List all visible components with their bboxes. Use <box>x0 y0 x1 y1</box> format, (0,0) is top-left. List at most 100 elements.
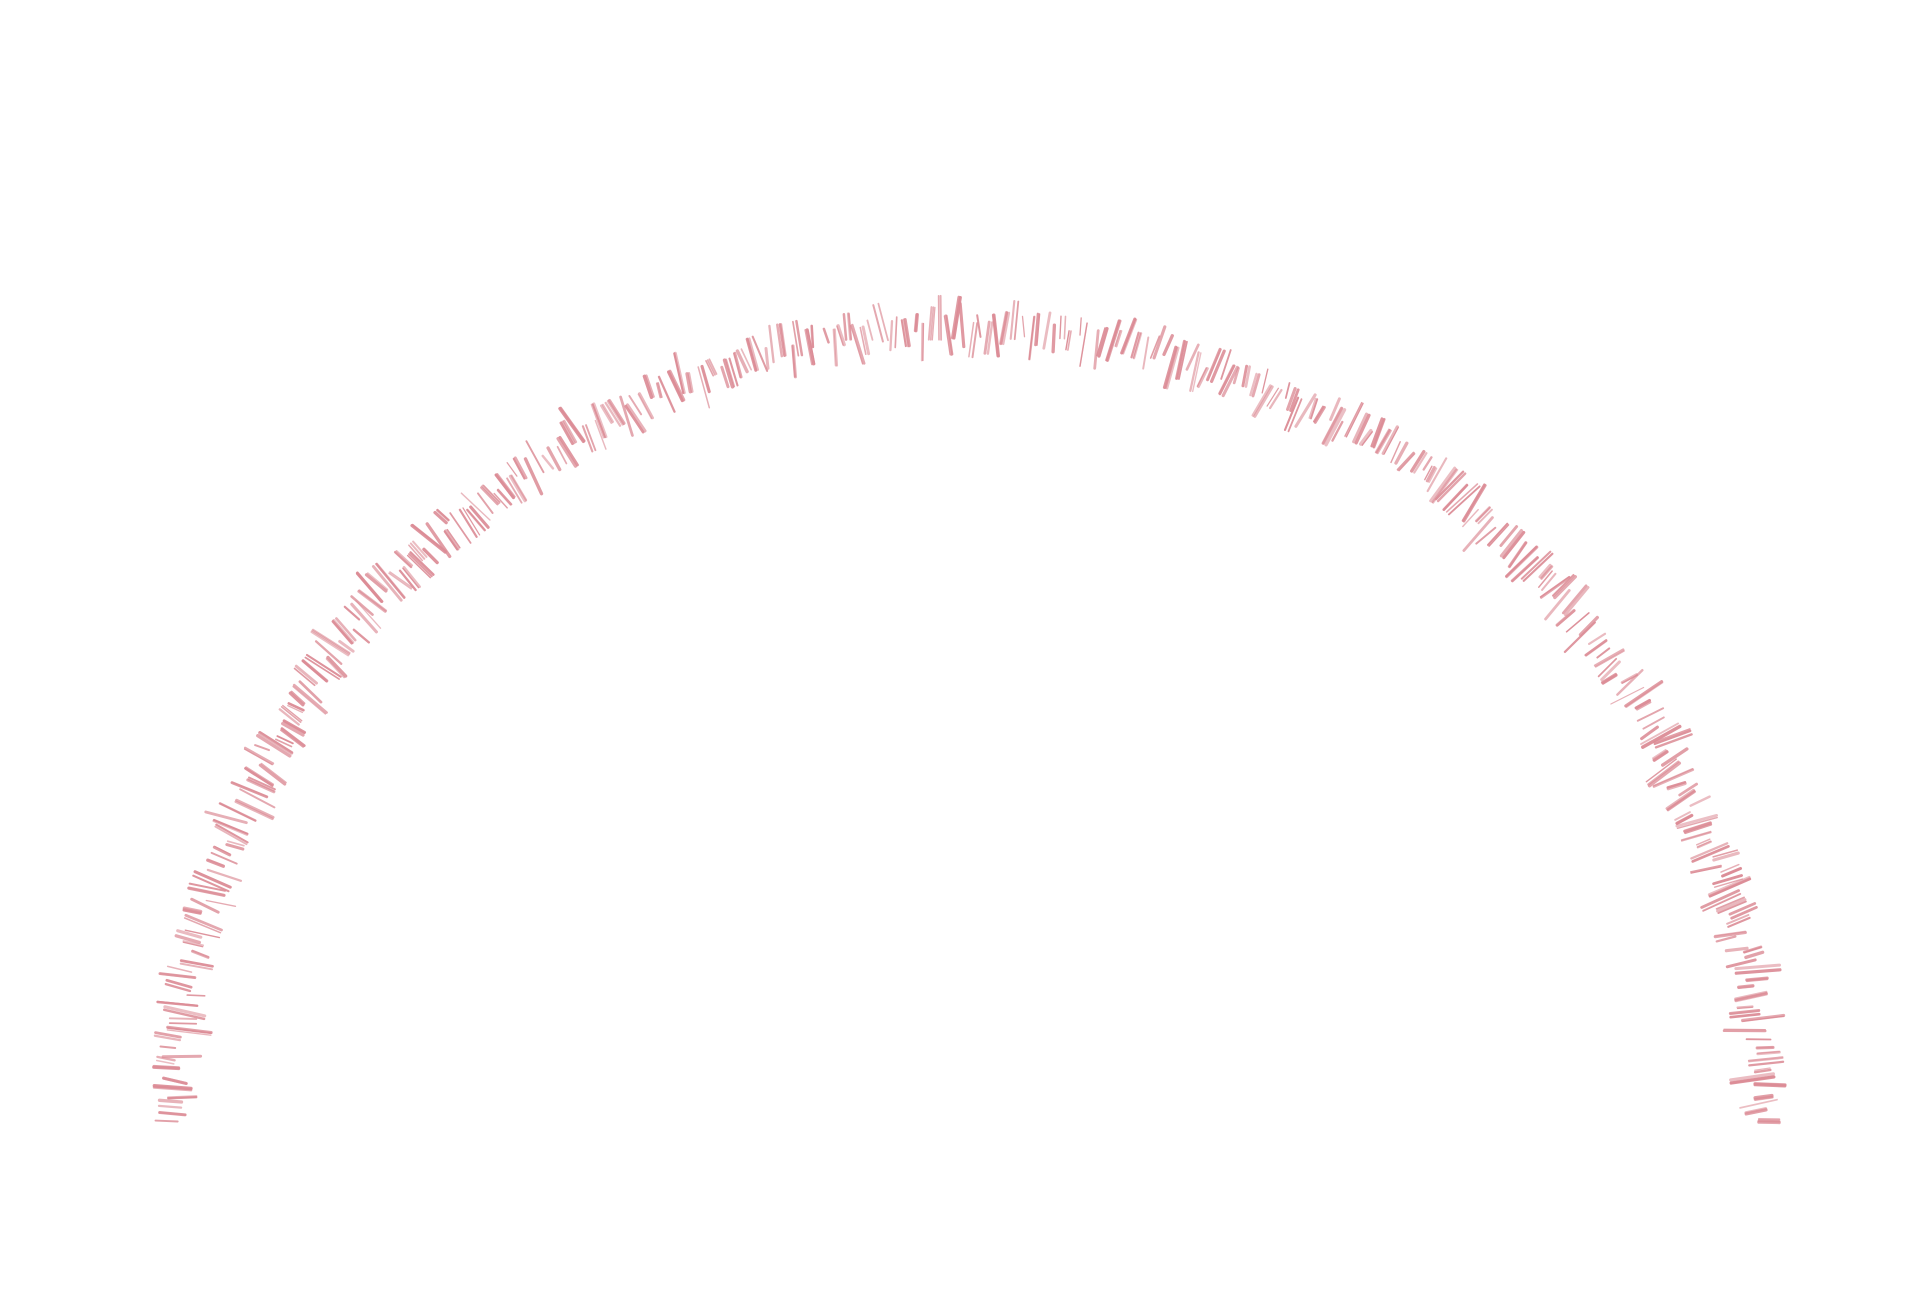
hatch-stroke <box>1726 914 1750 925</box>
hatch-stroke <box>1717 900 1747 914</box>
hatch-stroke <box>302 659 328 682</box>
hatch-stroke <box>556 445 568 465</box>
hatch-stroke <box>836 324 846 347</box>
hatch-stroke <box>176 929 203 939</box>
hatch-stroke <box>1539 575 1570 598</box>
hatch-stroke <box>1753 1068 1772 1074</box>
hatch-stroke <box>152 1085 193 1092</box>
hatch-stroke <box>188 882 226 892</box>
hatch-stroke <box>1462 516 1494 552</box>
hatch-stroke <box>1487 522 1509 546</box>
hatch-stroke <box>1540 565 1554 580</box>
hatch-stroke <box>1647 761 1682 788</box>
hatch-stroke <box>469 505 490 529</box>
hatch-stroke <box>1522 552 1554 582</box>
hatch-stroke <box>1641 724 1682 749</box>
hatch-stroke <box>1690 866 1722 874</box>
hatch-stroke <box>1748 1060 1785 1067</box>
hatch-stroke <box>186 994 206 997</box>
hatch-stroke <box>725 358 736 388</box>
hatch-stroke <box>903 318 911 348</box>
hatch-stroke <box>894 316 898 349</box>
hatch-stroke <box>810 324 814 349</box>
hatch-stroke <box>700 364 711 394</box>
hatch-stroke <box>174 934 202 945</box>
hatch-stroke <box>1021 315 1026 338</box>
hatch-stroke <box>154 1119 179 1123</box>
hatch-stroke <box>1756 1046 1774 1049</box>
hatch-stroke <box>298 680 323 704</box>
hatch-stroke <box>666 370 684 403</box>
hatch-stroke <box>206 868 243 882</box>
hatch-stroke <box>214 845 231 855</box>
hatch-stroke <box>1695 838 1711 846</box>
hatch-stroke <box>162 1008 206 1021</box>
hatch-stroke <box>168 1017 198 1020</box>
hatch-stroke <box>193 870 232 889</box>
hatch-stroke <box>525 440 545 474</box>
hatch-stroke <box>287 702 305 712</box>
hatch-stroke <box>1645 758 1678 783</box>
hatch-stroke <box>184 913 223 932</box>
hatch-stroke <box>1287 398 1303 433</box>
hatch-stroke <box>1475 526 1497 545</box>
hatch-stroke <box>735 349 749 374</box>
hatch-stroke <box>364 573 388 593</box>
hatch-stroke <box>182 906 203 913</box>
hatch-stroke <box>1544 589 1571 621</box>
hatch-stroke <box>1431 468 1458 504</box>
hatch-stroke <box>1551 573 1575 597</box>
hatch-stroke <box>394 551 412 568</box>
hatch-stroke <box>1175 340 1187 380</box>
hatch-stroke <box>1196 367 1208 387</box>
hatch-stroke <box>275 738 293 748</box>
hatch-stroke <box>931 306 936 341</box>
hatch-stroke <box>1745 977 1769 981</box>
hatch-stroke <box>1616 668 1644 696</box>
hatch-stroke <box>1322 407 1343 445</box>
hatch-stroke <box>1734 968 1782 975</box>
hatch-stroke <box>304 656 340 680</box>
hatch-stroke <box>1462 484 1487 523</box>
hatch-stroke <box>256 734 292 758</box>
hatch-stroke <box>645 374 655 398</box>
hatch-stroke <box>1028 316 1035 360</box>
hatch-stroke <box>606 399 625 426</box>
hatch-stroke <box>162 1077 188 1085</box>
hatch-stroke <box>1394 441 1409 465</box>
hatch-stroke <box>153 1034 182 1042</box>
hatch-stroke <box>600 404 613 424</box>
hatch-stroke <box>1754 1067 1771 1071</box>
hatch-stroke <box>1744 950 1765 960</box>
hatch-stroke <box>1584 639 1608 657</box>
hatch-stroke <box>1689 795 1711 807</box>
hatch-stroke <box>1561 584 1588 615</box>
hatch-stroke <box>1696 840 1712 848</box>
hatch-stroke <box>866 319 874 341</box>
hatch-stroke <box>914 313 919 332</box>
hatch-stroke <box>1210 349 1226 383</box>
hatch-stroke <box>859 326 867 355</box>
hatch-stroke <box>1540 576 1571 599</box>
hatch-stroke <box>244 767 274 787</box>
hatch-stroke <box>1713 931 1747 939</box>
hatch-stroke <box>254 744 270 752</box>
hatch-stroke <box>592 402 608 439</box>
hatch-stroke <box>326 655 348 678</box>
hatch-stroke <box>166 1029 212 1036</box>
hatch-stroke <box>1708 877 1752 898</box>
hatch-stroke <box>1396 451 1415 471</box>
hatch-stroke <box>590 403 605 439</box>
hatch-stroke <box>496 473 516 498</box>
hatch-stroke <box>280 706 302 723</box>
hatch-stroke <box>1488 524 1510 547</box>
hatch-stroke <box>1354 413 1371 445</box>
hatch-stroke <box>1009 300 1016 340</box>
hatch-stroke <box>331 620 354 645</box>
hatch-stroke <box>1152 325 1167 360</box>
hatch-stroke <box>282 704 303 722</box>
hatch-stroke <box>1654 733 1693 749</box>
hatch-stroke <box>1683 821 1712 833</box>
hatch-stroke <box>1538 570 1553 588</box>
hatch-stroke <box>1725 958 1757 969</box>
